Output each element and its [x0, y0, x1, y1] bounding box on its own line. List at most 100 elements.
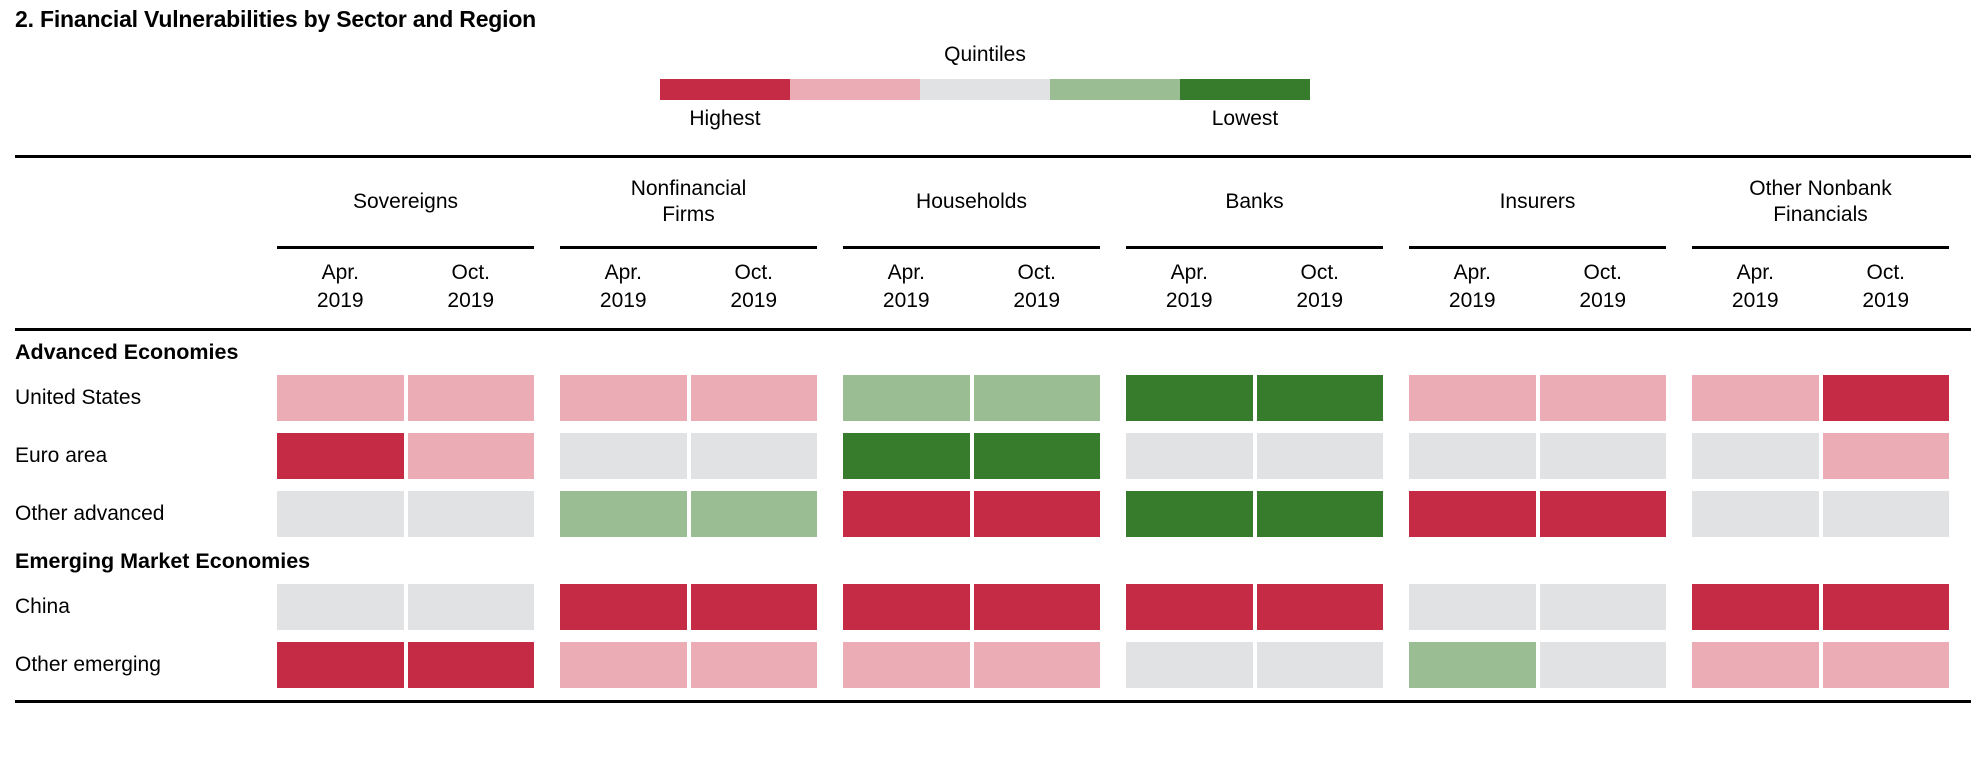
cells-china-insurers	[1409, 583, 1666, 630]
date-header-apr-2019: Apr. 2019	[1731, 261, 1779, 313]
row-label-other-emerging: Other emerging	[15, 652, 161, 676]
cells-china-banks	[1126, 583, 1383, 630]
legend-end-labels: Highest Lowest	[660, 107, 1310, 131]
cells-other-advanced-insurers	[1409, 490, 1666, 537]
date-header-apr-2019: Apr. 2019	[316, 261, 364, 313]
heatmap-cell	[843, 374, 970, 421]
row-label-other-advanced: Other advanced	[15, 501, 165, 525]
row-label-euro-area: Euro area	[15, 443, 108, 467]
cells-china-nonfinancial-firms	[560, 583, 817, 630]
heatmap-cell	[277, 583, 404, 630]
heatmap-cell	[1409, 490, 1536, 537]
column-group-other-nonbank-financials: Other Nonbank Financials	[1692, 158, 1949, 249]
cells-euro-area-sovereigns	[277, 432, 534, 479]
legend-quintile-1-swatch	[660, 79, 790, 100]
heatmap-cell	[1539, 374, 1666, 421]
heatmap-cell	[1692, 583, 1819, 630]
heatmap-cell	[690, 490, 817, 537]
heatmap-cell	[1126, 641, 1253, 688]
legend-title: Quintiles	[944, 43, 1026, 66]
date-headers-other-nonbank-financials: Apr. 2019 Oct. 2019	[1692, 259, 1949, 316]
date-headers-banks: Apr. 2019 Oct. 2019	[1126, 259, 1383, 316]
cells-other-emerging-other-nonbank-financials	[1692, 641, 1949, 688]
heatmap-cell	[1256, 490, 1383, 537]
heatmap-body: Advanced Economies United States Euro area…	[15, 340, 1971, 688]
heatmap-cell	[407, 583, 534, 630]
date-header-oct-2019: Oct. 2019	[1862, 261, 1910, 313]
heatmap-cell	[560, 374, 687, 421]
heatmap-cell	[1126, 432, 1253, 479]
heatmap-cell	[843, 583, 970, 630]
legend-lowest-label: Lowest	[1211, 107, 1279, 130]
bottom-rule	[15, 699, 1971, 703]
cells-other-emerging-banks	[1126, 641, 1383, 688]
cells-other-advanced-sovereigns	[277, 490, 534, 537]
heatmap-cell	[1822, 641, 1949, 688]
heatmap-cell	[973, 374, 1100, 421]
heatmap-cell	[560, 432, 687, 479]
column-group-insurers: Insurers	[1409, 158, 1666, 249]
cells-euro-area-banks	[1126, 432, 1383, 479]
section-header-emerging-market-economies: Emerging Market Economies	[15, 548, 311, 573]
heatmap-cell	[1692, 432, 1819, 479]
section-header-advanced-economies: Advanced Economies	[15, 339, 239, 364]
cells-other-advanced-other-nonbank-financials	[1692, 490, 1949, 537]
figure-title: 2. Financial Vulnerabilities by Sector a…	[15, 6, 537, 32]
date-headers-nonfinancial-firms: Apr. 2019 Oct. 2019	[560, 259, 817, 316]
cells-other-advanced-households	[843, 490, 1100, 537]
legend-quintile-4-swatch	[1050, 79, 1180, 100]
heatmap-cell	[1692, 641, 1819, 688]
legend-quintile-5-swatch	[1180, 79, 1310, 100]
heatmap-cell	[1692, 490, 1819, 537]
cells-other-emerging-sovereigns	[277, 641, 534, 688]
column-group-households: Households	[843, 158, 1100, 249]
heatmap-cell	[973, 432, 1100, 479]
subheader-spacer	[15, 259, 277, 316]
heatmap-cell	[973, 641, 1100, 688]
heatmap-cell	[690, 432, 817, 479]
date-header-apr-2019: Apr. 2019	[1165, 261, 1213, 313]
heatmap-cell	[1409, 583, 1536, 630]
heatmap-cell	[690, 641, 817, 688]
heatmap-cell	[690, 583, 817, 630]
row-label-united-states: United States	[15, 385, 142, 409]
heatmap-cell	[843, 432, 970, 479]
column-group-sovereigns: Sovereigns	[277, 158, 534, 249]
heatmap-cell	[560, 641, 687, 688]
heatmap-cell	[1409, 432, 1536, 479]
heatmap-cell	[1539, 641, 1666, 688]
cells-euro-area-nonfinancial-firms	[560, 432, 817, 479]
heatmap-cell	[1126, 374, 1253, 421]
heatmap-cell	[1539, 432, 1666, 479]
heatmap-cell	[1539, 583, 1666, 630]
heatmap-cell	[407, 432, 534, 479]
heatmap-cell	[277, 374, 404, 421]
top-rule	[15, 155, 1971, 158]
heatmap-cell	[1692, 374, 1819, 421]
heatmap-cell	[1539, 490, 1666, 537]
legend-color-bar	[660, 79, 1310, 100]
heatmap-cell	[1822, 490, 1949, 537]
column-group-nonfinancial-firms: Nonfinancial Firms	[560, 158, 817, 249]
cells-united-states-sovereigns	[277, 374, 534, 421]
cells-other-emerging-nonfinancial-firms	[560, 641, 817, 688]
heatmap-cell	[1126, 490, 1253, 537]
cells-other-emerging-households	[843, 641, 1100, 688]
cells-united-states-insurers	[1409, 374, 1666, 421]
cells-other-advanced-banks	[1126, 490, 1383, 537]
heatmap-cell	[277, 641, 404, 688]
heatmap-cell	[1822, 432, 1949, 479]
row-other-emerging: Other emerging	[15, 641, 1971, 688]
cells-china-sovereigns	[277, 583, 534, 630]
date-header-oct-2019: Oct. 2019	[1579, 261, 1627, 313]
heatmap-cell	[1409, 641, 1536, 688]
heatmap-cell	[973, 583, 1100, 630]
heatmap-cell	[843, 490, 970, 537]
cells-united-states-nonfinancial-firms	[560, 374, 817, 421]
date-header-oct-2019: Oct. 2019	[1013, 261, 1061, 313]
row-china: China	[15, 583, 1971, 630]
heatmap-cell	[1256, 374, 1383, 421]
date-header-apr-2019: Apr. 2019	[599, 261, 647, 313]
heatmap-cell	[1126, 583, 1253, 630]
heatmap-cell	[1256, 583, 1383, 630]
